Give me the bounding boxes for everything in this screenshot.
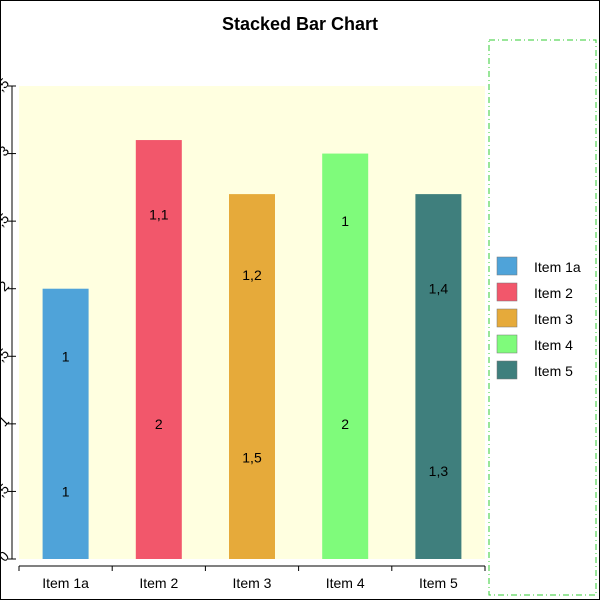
- bar-3: [229, 194, 275, 559]
- legend-label: Item 4: [534, 337, 573, 353]
- legend-swatch: [496, 334, 518, 354]
- x-tick-label: Item 5: [419, 575, 458, 591]
- y-tick-label: 1,5: [0, 345, 12, 370]
- x-tick-label: Item 1a: [42, 575, 89, 591]
- bar-1: [42, 288, 89, 559]
- segment-label: 1,3: [429, 463, 449, 479]
- y-tick-label: 0: [0, 548, 12, 565]
- segment-label: 1,1: [149, 206, 169, 222]
- segment-labels: 1 1 2 1,1 1,5 1,2 2 1 1,3 1,4: [62, 206, 449, 499]
- legend-box: [488, 39, 597, 596]
- legend-swatch: [496, 282, 518, 302]
- legend-label: Item 5: [534, 363, 573, 379]
- bar-2: [135, 140, 182, 560]
- segment-label: 1: [62, 348, 70, 364]
- legend-swatch: [496, 256, 518, 276]
- segment-label: 1,5: [242, 450, 262, 466]
- legend: Item 1a Item 2 Item 3 Item 4 Item 5: [488, 39, 597, 596]
- legend-swatch: [496, 360, 518, 380]
- legend-label: Item 2: [534, 285, 573, 301]
- y-tick-label: 3,5: [0, 75, 12, 100]
- x-tick-label: Item 4: [326, 575, 365, 591]
- x-tick-label: Item 2: [139, 575, 178, 591]
- legend-label: Item 1a: [534, 259, 581, 275]
- bar-4: [322, 153, 369, 560]
- y-tick-label: 2,5: [0, 210, 12, 235]
- segment-label: 1,4: [429, 281, 449, 297]
- segment-label: 1: [341, 213, 349, 229]
- legend-swatch: [496, 308, 518, 328]
- y-tick-label: 0,5: [0, 480, 12, 505]
- legend-label: Item 3: [534, 311, 573, 327]
- y-tick-label: 1: [0, 413, 12, 430]
- y-tick-label: 3: [0, 142, 12, 159]
- bar-5: [415, 194, 462, 559]
- y-tick-label: 2: [0, 277, 12, 294]
- segment-label: 1,2: [242, 267, 262, 283]
- segment-label: 2: [155, 416, 163, 432]
- bars-layer: [42, 140, 462, 560]
- segment-label: 1: [62, 483, 70, 499]
- segment-label: 2: [341, 416, 349, 432]
- x-tick-label: Item 3: [233, 575, 272, 591]
- chart-title: Stacked Bar Chart: [222, 14, 378, 34]
